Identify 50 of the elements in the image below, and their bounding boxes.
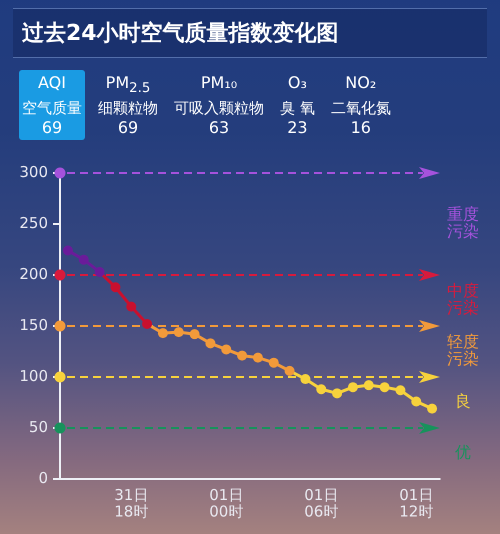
data-label: 63 [208, 118, 230, 138]
point [316, 384, 326, 394]
point [158, 328, 168, 338]
point [142, 318, 152, 329]
category-label: PM$_{2.5}$ 细颗粒物 [98, 72, 158, 118]
point [126, 302, 136, 312]
point [395, 385, 406, 396]
data-label: 16 [350, 118, 372, 138]
y-tick-label: 150 [19, 316, 48, 334]
x-tick-label: 01日 00时 [209, 486, 244, 521]
y-tick-label: 0 [38, 468, 48, 487]
data-label: 23 [286, 118, 309, 138]
x-tick-label: 31日 18时 [114, 486, 148, 521]
point [174, 327, 184, 338]
category-label: AQI 空气质量 [22, 72, 82, 118]
point [284, 366, 295, 376]
ref-line-label: 重度污染 [447, 204, 479, 241]
category-label: O₃ 臭 氧 [280, 72, 315, 118]
y-tick-label: 200 [19, 264, 48, 283]
point [221, 344, 232, 354]
point [190, 329, 200, 340]
ref-line-label: 轻度污染 [447, 332, 479, 368]
y-tick-label: 100 [19, 366, 48, 385]
point [300, 374, 310, 384]
data-label: 69 [40, 118, 64, 138]
point [364, 380, 374, 390]
y-tick-label: 300 [19, 162, 48, 181]
point [110, 282, 120, 292]
point [252, 352, 263, 363]
data-label: 69 [116, 118, 140, 138]
point [78, 254, 89, 265]
text: 过去24小时空气质量指数变化图 [22, 20, 339, 48]
x-tick-label: 01日 12时 [399, 486, 434, 521]
point [205, 338, 216, 348]
point [332, 388, 342, 398]
legend-label: 良 [455, 392, 471, 411]
category-label: PM₁₀ 可吸入颗粒物 [174, 72, 264, 118]
ref-line-label: 中度污染 [447, 281, 479, 318]
ref-line-label: 优 [455, 442, 471, 462]
point [348, 382, 358, 392]
point [237, 350, 248, 361]
y-tick-label: 50 [28, 418, 48, 436]
point [380, 382, 390, 392]
point [268, 358, 279, 368]
point [411, 396, 422, 406]
point [94, 266, 105, 277]
point [62, 246, 73, 256]
category-label: NO₂ 二氧化氮 [330, 72, 391, 118]
x-tick-label: 01日 06时 [304, 486, 338, 521]
y-tick-label: 250 [19, 214, 48, 232]
